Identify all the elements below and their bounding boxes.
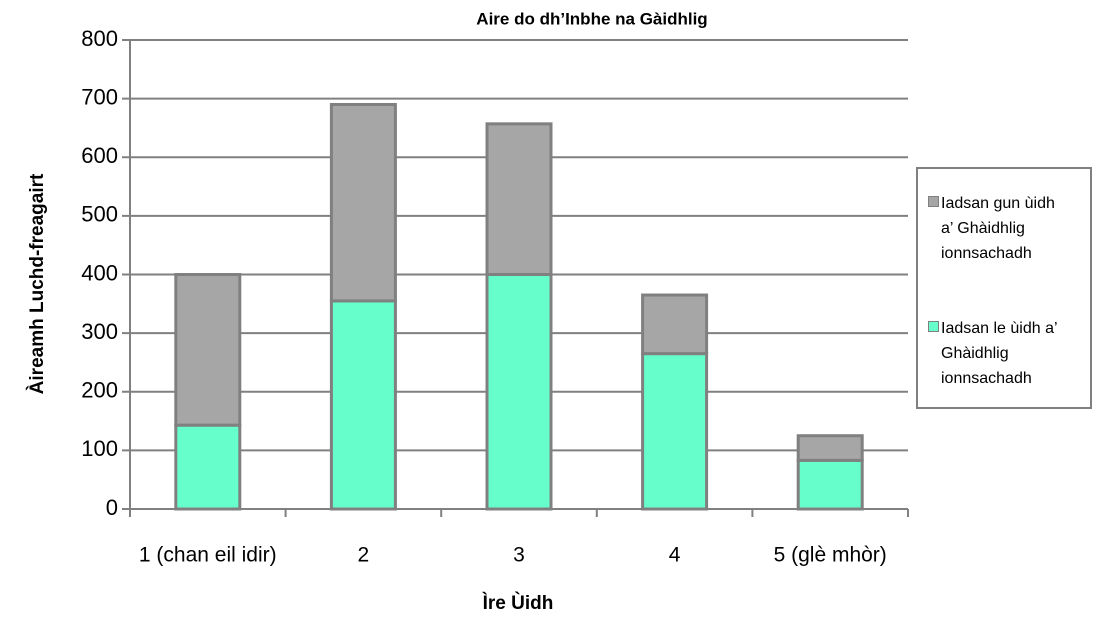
legend-label: Iadsan le ùidh a’ Ghàidhlig ionnsachadh (941, 320, 1057, 387)
chart-title: Aire do dh’Inbhe na Gàidhlig (476, 9, 707, 28)
x-tick-label: 1 (chan eil idir) (139, 544, 277, 567)
bar-segment (796, 434, 864, 462)
legend-swatch (928, 196, 939, 207)
legend-item: Iadsan le ùidh a’ Ghàidhlig ionnsachadh (928, 316, 1088, 391)
y-tick-label: 600 (81, 143, 118, 168)
y-tick-label: 100 (81, 436, 118, 461)
legend-swatch (928, 321, 939, 332)
bar-segment (796, 458, 864, 511)
x-tick-label: 2 (358, 544, 370, 567)
bar-segment (485, 122, 553, 276)
y-tick-label: 300 (81, 319, 118, 344)
bar-segment (329, 102, 397, 303)
bar-segment (329, 299, 397, 511)
y-tick-label: 700 (81, 84, 118, 109)
x-tick-label: 4 (669, 544, 681, 567)
bar-segment (485, 273, 553, 511)
x-axis-title: Ìre Ùidh (482, 592, 554, 614)
bar-segment (641, 352, 709, 511)
y-tick-label: 0 (106, 495, 118, 520)
legend: Iadsan gun ùidh a’ Ghàidhlig ionnsachadh… (916, 167, 1092, 409)
x-tick-label: 3 (513, 544, 525, 567)
y-tick-label: 400 (81, 260, 118, 285)
y-tick-label: 500 (81, 202, 118, 227)
y-tick-label: 200 (81, 378, 118, 403)
y-axis-title: Àireamh Luchd-freagairt (26, 173, 48, 394)
legend-label: Iadsan gun ùidh a’ Ghàidhlig ionnsachadh (941, 195, 1055, 262)
bar-segment (174, 423, 242, 511)
legend-item: Iadsan gun ùidh a’ Ghàidhlig ionnsachadh (928, 191, 1088, 266)
y-tick-label: 800 (81, 26, 118, 51)
bar-segment (174, 273, 242, 427)
x-tick-label: 5 (glè mhòr) (774, 544, 887, 567)
bar-segment (641, 293, 709, 356)
